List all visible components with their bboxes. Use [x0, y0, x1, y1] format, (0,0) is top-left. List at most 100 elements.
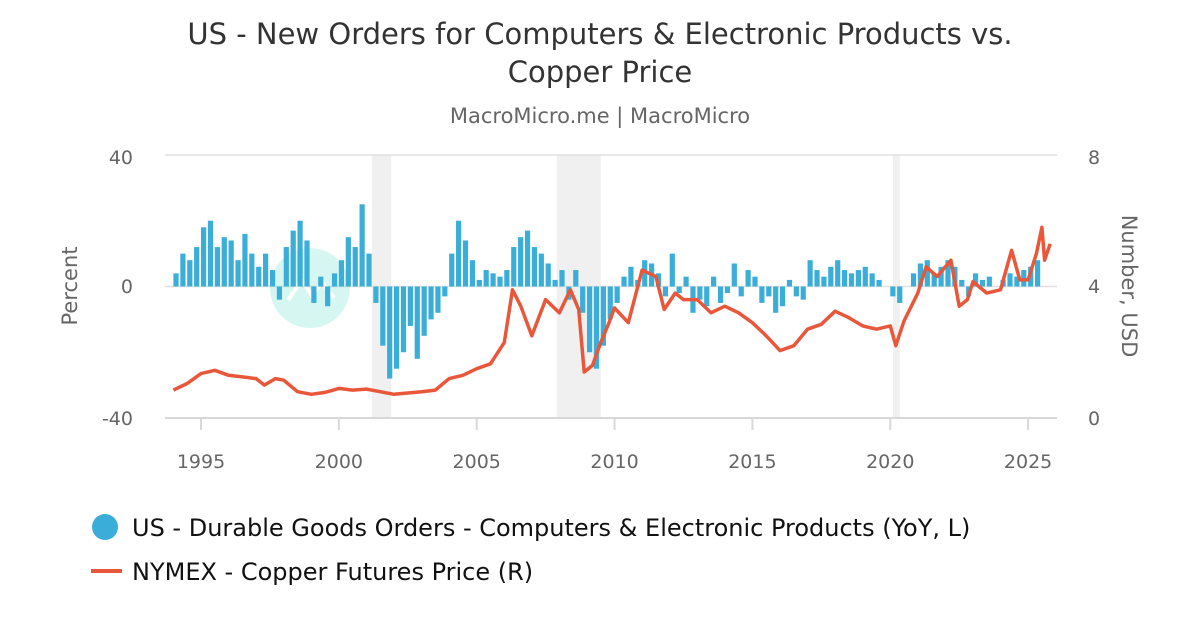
bar [311, 286, 317, 303]
bar [366, 253, 372, 287]
x-tick-label: 2010 [590, 451, 638, 473]
bar [201, 227, 207, 287]
bar [807, 260, 813, 287]
x-tick-label: 2025 [1004, 451, 1052, 473]
left-tick-neg40: -40 [102, 408, 133, 430]
bar [428, 286, 434, 320]
bar [876, 279, 882, 287]
bar [938, 266, 944, 287]
right-axis-title: Number, USD [1117, 215, 1141, 358]
bar [297, 220, 303, 287]
bar [642, 260, 648, 287]
bar [263, 253, 269, 287]
bar [449, 253, 455, 287]
legend-item-durable-goods[interactable]: US - Durable Goods Orders - Computers & … [92, 514, 970, 542]
bar [228, 240, 234, 287]
bar [180, 253, 186, 287]
bar [421, 286, 427, 336]
bar [869, 273, 875, 287]
bar [483, 270, 489, 287]
bar [187, 260, 193, 287]
bar [573, 270, 579, 287]
bar [786, 279, 793, 287]
bar [490, 273, 496, 287]
bar [531, 247, 538, 287]
legend-item-copper[interactable]: NYMEX - Copper Futures Price (R) [91, 558, 533, 586]
bar [442, 286, 448, 297]
bar [731, 263, 737, 287]
bar [290, 230, 296, 287]
bar [745, 270, 751, 287]
bar [862, 266, 868, 287]
bar [538, 253, 544, 287]
chart-title-line-1: US - New Orders for Computers & Electron… [187, 17, 1012, 51]
bar [242, 233, 248, 287]
chart-title-line-2: Copper Price [508, 55, 693, 89]
bar-series [173, 204, 1041, 379]
bar [704, 286, 710, 307]
copper-price-line [172, 225, 1052, 397]
bar [662, 286, 668, 297]
bar [621, 276, 627, 287]
x-tick-label: 2005 [453, 451, 501, 473]
bar [552, 279, 558, 287]
bar [387, 286, 393, 379]
bar [1007, 273, 1013, 287]
bar [249, 253, 255, 287]
bar [504, 270, 510, 287]
x-tick-label: 1995 [177, 451, 225, 473]
bar [235, 260, 241, 287]
bar [304, 240, 310, 287]
bar [338, 260, 345, 287]
bar [435, 286, 441, 313]
bar [269, 270, 276, 287]
bar [897, 286, 903, 303]
bar [917, 263, 924, 287]
bar [793, 286, 799, 297]
bar [614, 286, 620, 303]
bar [669, 253, 675, 287]
bar [325, 286, 331, 307]
bar [697, 286, 703, 300]
bar [683, 276, 689, 287]
left-axis-title: Percent [58, 246, 82, 325]
left-tick-0: 0 [121, 276, 133, 298]
bar [766, 286, 772, 297]
bar [476, 279, 482, 287]
bar [545, 263, 551, 287]
right-tick-4: 4 [1088, 276, 1100, 298]
bar [607, 286, 613, 320]
bar [414, 286, 420, 359]
bar [518, 237, 524, 287]
bar [752, 276, 758, 287]
chart-subtitle: MacroMicro.me | MacroMicro [450, 104, 750, 129]
bar [676, 286, 682, 294]
legend-label-durable-goods: US - Durable Goods Orders - Computers & … [132, 514, 970, 542]
bar [628, 266, 634, 287]
bar [359, 204, 365, 287]
x-tick-label: 2015 [728, 451, 776, 473]
x-axis: 1995 2000 2005 2010 2015 2020 2025 [177, 418, 1052, 473]
bar [759, 286, 765, 303]
legend: US - Durable Goods Orders - Computers & … [91, 514, 970, 586]
bar [1034, 260, 1041, 287]
bar [773, 286, 779, 313]
bar [256, 266, 262, 287]
bar [972, 273, 979, 287]
legend-label-copper: NYMEX - Copper Futures Price (R) [132, 558, 533, 586]
x-tick-label: 2000 [315, 451, 363, 473]
bar [497, 276, 503, 287]
bar [945, 260, 951, 287]
bar [821, 276, 827, 287]
left-tick-40: 40 [109, 147, 133, 169]
bar [711, 276, 717, 287]
bar [979, 279, 986, 287]
bar [986, 276, 992, 287]
bar [800, 286, 806, 300]
bar [207, 220, 214, 287]
bar [835, 260, 841, 287]
bar [924, 260, 930, 287]
bar [600, 286, 606, 346]
bar [352, 247, 358, 287]
